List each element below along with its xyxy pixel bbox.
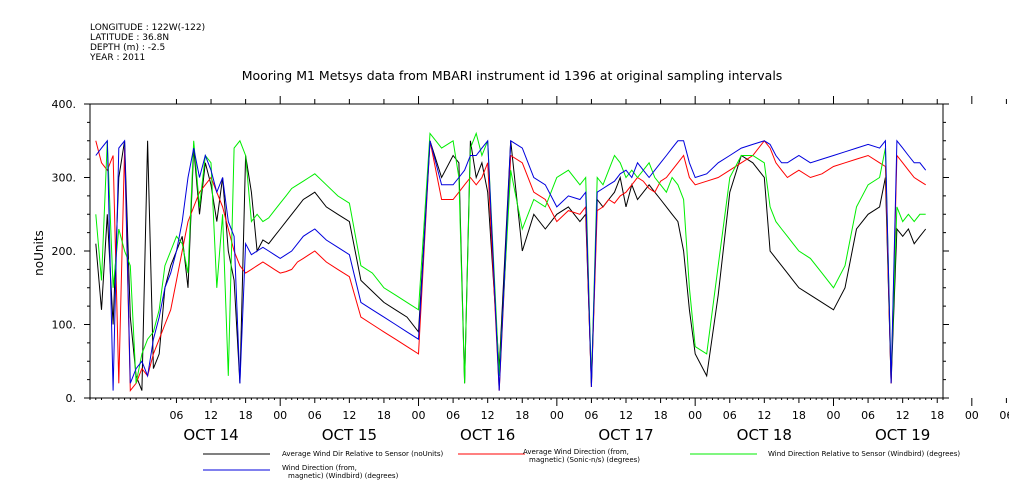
x-tick-label: 12 — [481, 409, 495, 422]
x-tick-label: 00 — [965, 409, 979, 422]
legend-entry-4: Wind Direction (from, magnetic) (Windbird… — [282, 464, 399, 480]
series-line-1 — [95, 140, 927, 391]
x-tick-label: 06 — [446, 409, 460, 422]
legend-entry-2: Average Wind Direction (from, magnetic) (… — [523, 448, 640, 464]
x-tick-label: 18 — [930, 409, 944, 422]
x-tick-label: 12 — [896, 409, 910, 422]
series-line-2 — [95, 139, 926, 392]
x-tick-label: 18 — [792, 409, 806, 422]
y-tick-label: 100. — [52, 319, 77, 332]
y-tick-label: 300. — [52, 172, 77, 185]
legend-entry-3: Wind Direction Relative to Sensor (Windb… — [768, 450, 960, 458]
x-tick-label: 18 — [515, 409, 529, 422]
axes-layer: 0. 100. 200. 300. 400. 06 12 18 00 06 12 18 00 06 12 18… — [52, 96, 1009, 444]
x-tick-label: 18 — [377, 409, 391, 422]
x-day-label: OCT 16 — [460, 426, 515, 444]
y-axis-label: noUnits — [32, 230, 46, 276]
x-tick-label: 06 — [999, 409, 1009, 422]
series-line-3 — [95, 131, 926, 384]
y-tick-label: 0. — [66, 392, 77, 405]
x-tick-label: 06 — [861, 409, 875, 422]
x-tick-label: 18 — [654, 409, 668, 422]
x-tick-label: 00 — [826, 409, 840, 422]
x-tick-label: 00 — [550, 409, 564, 422]
y-tick-label: 400. — [52, 98, 77, 111]
x-tick-label: 12 — [342, 409, 356, 422]
chart-title: Mooring M1 Metsys data from MBARI instru… — [242, 68, 783, 83]
series-layer — [95, 131, 927, 392]
y-tick-label: 200. — [52, 245, 77, 258]
x-tick-label: 12 — [619, 409, 633, 422]
x-day-label: OCT 18 — [737, 426, 792, 444]
x-tick-label: 18 — [239, 409, 253, 422]
x-day-label: OCT 14 — [183, 426, 238, 444]
x-tick-label: 12 — [204, 409, 218, 422]
meta-depth: DEPTH (m) : -2.5 — [90, 43, 165, 53]
x-tick-label: 06 — [723, 409, 737, 422]
x-day-label: OCT 17 — [598, 426, 653, 444]
meta-longitude: LONGITUDE : 122W(-122) — [90, 23, 205, 33]
x-tick-label: 00 — [412, 409, 426, 422]
meta-latitude: LATITUDE : 36.8N — [90, 33, 169, 43]
x-tick-label: 06 — [584, 409, 598, 422]
x-tick-label: 06 — [308, 409, 322, 422]
x-tick-label: 12 — [757, 409, 771, 422]
meta-year: YEAR : 2011 — [89, 53, 145, 63]
series-line-4 — [95, 139, 927, 391]
x-tick-label: 00 — [273, 409, 287, 422]
x-day-label: OCT 15 — [322, 426, 377, 444]
x-tick-label: 06 — [169, 409, 183, 422]
legend-entry-1: Average Wind Dir Relative to Sensor (noU… — [282, 450, 443, 458]
plot-frame — [89, 103, 944, 399]
legend-layer: Average Wind Dir Relative to Sensor (noU… — [203, 448, 960, 480]
x-tick-label: 00 — [688, 409, 702, 422]
x-day-label: OCT 19 — [875, 426, 930, 444]
